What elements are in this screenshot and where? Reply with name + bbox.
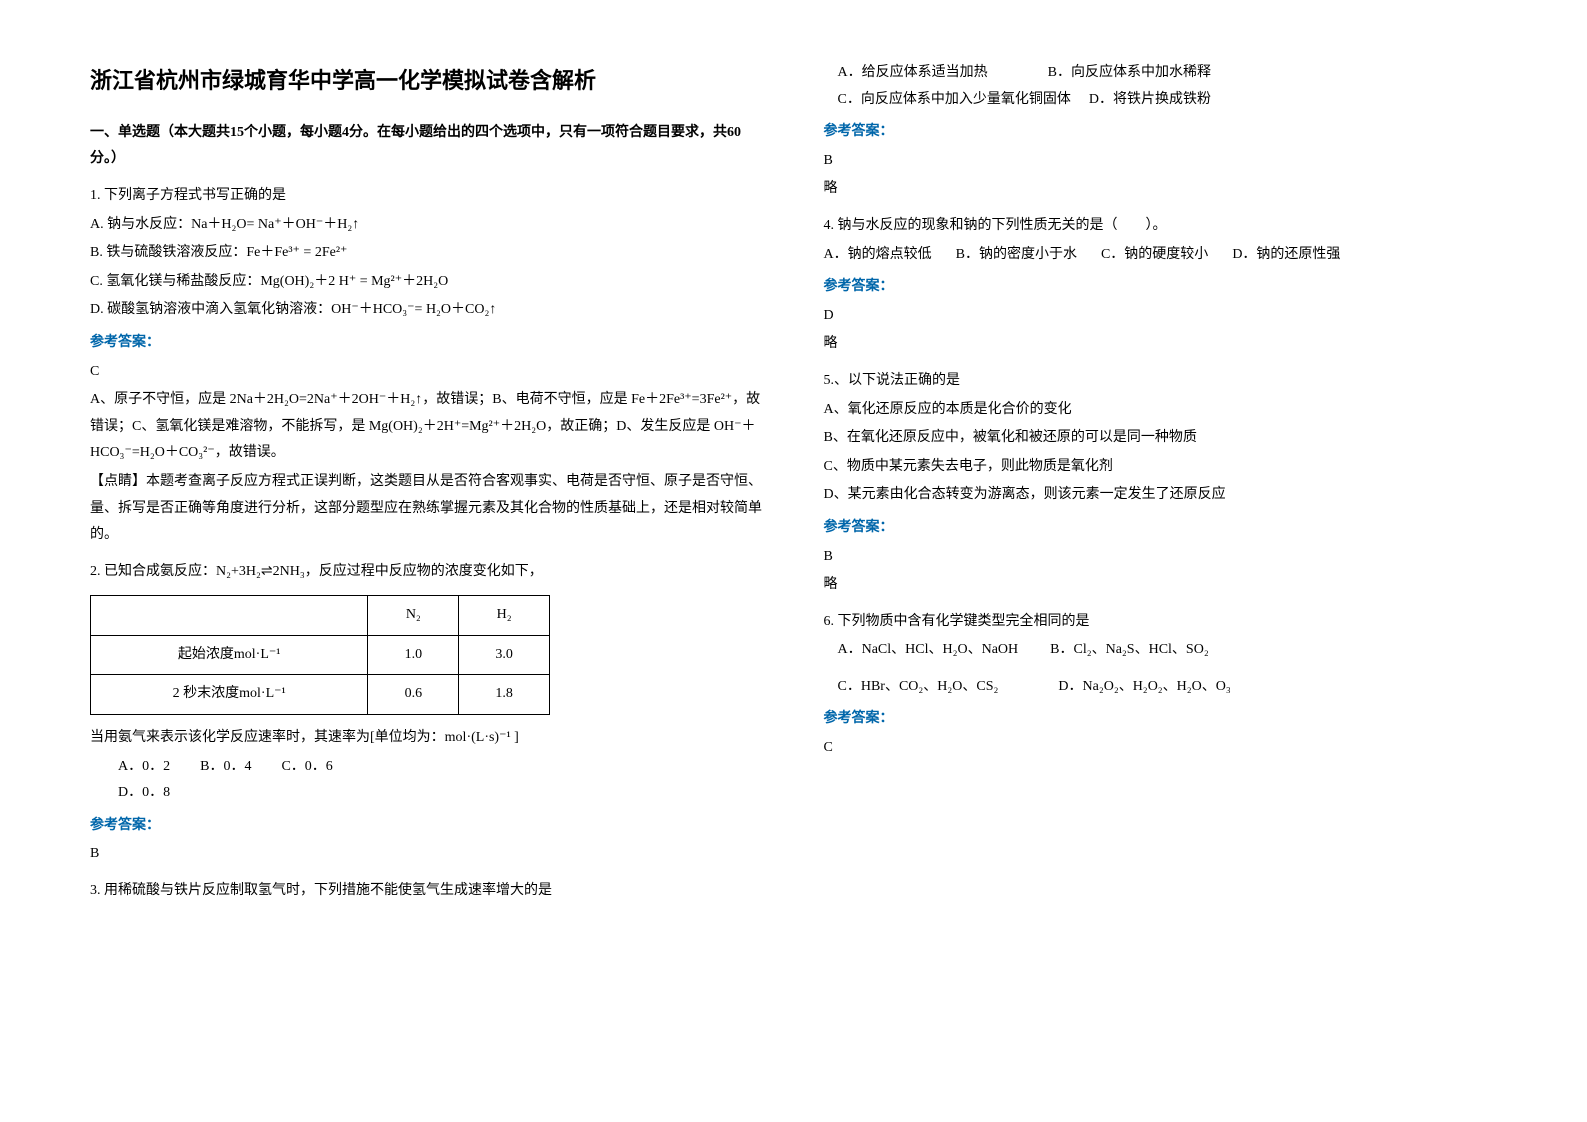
question-3-body: A．给反应体系适当加热 B．向反应体系中加水稀释 C．向反应体系中加入少量氧化铜… — [824, 60, 1498, 203]
q4-answer: D — [824, 303, 1498, 330]
question-5: 5.、以下说法正确的是 A、氧化还原反应的本质是化合价的变化 B、在氧化还原反应… — [824, 368, 1498, 599]
table-cell: 起始浓度mol·L⁻¹ — [91, 635, 368, 675]
q2-option-a: A．0．2 — [118, 754, 170, 781]
q3-options-row1: A．给反应体系适当加热 B．向反应体系中加水稀释 — [824, 60, 1498, 87]
q3-option-c: C．向反应体系中加入少量氧化铜固体 — [838, 87, 1071, 114]
q6-stem: 6. 下列物质中含有化学键类型完全相同的是 — [824, 609, 1498, 636]
q5-stem: 5.、以下说法正确的是 — [824, 368, 1498, 395]
q2-answer: B — [90, 841, 764, 868]
q5-answer: B — [824, 544, 1498, 571]
q2-option-c: C．0．6 — [281, 754, 332, 781]
q5-explanation: 略 — [824, 572, 1498, 599]
q6-answer: C — [824, 735, 1498, 762]
table-header: N₂ — [368, 596, 459, 636]
q5-option-a: A、氧化还原反应的本质是化合价的变化 — [824, 397, 1498, 424]
q4-option-a: A．钠的熔点较低 — [824, 242, 932, 269]
q2-table: N₂ H₂ 起始浓度mol·L⁻¹ 1.0 3.0 2 秒末浓度mol·L⁻¹ … — [90, 595, 550, 715]
table-cell: 1.8 — [459, 675, 550, 715]
q5-option-b: B、在氧化还原反应中，被氧化和被还原的可以是同一种物质 — [824, 425, 1498, 452]
q6-option-c: C．HBr、CO₂、H₂O、CS₂ — [838, 674, 999, 701]
q1-explanation-2: 【点睛】本题考查离子反应方程式正误判断，这类题目从是否符合客观事实、电荷是否守恒… — [90, 469, 764, 549]
q2-stem: 2. 已知合成氨反应：N₂+3H₂⇌2NH₃，反应过程中反应物的浓度变化如下， — [90, 559, 764, 586]
q6-option-b: B．Cl₂、Na₂S、HCl、SO₂ — [1050, 637, 1209, 664]
exam-title: 浙江省杭州市绿城育华中学高一化学模拟试卷含解析 — [90, 60, 764, 102]
q3-explanation: 略 — [824, 176, 1498, 203]
question-1: 1. 下列离子方程式书写正确的是 A. 钠与水反应：Na＋H₂O= Na⁺＋OH… — [90, 183, 764, 549]
q1-option-c: C. 氢氧化镁与稀盐酸反应：Mg(OH)₂＋2 H⁺ = Mg²⁺＋2H₂O — [90, 269, 764, 296]
q1-stem: 1. 下列离子方程式书写正确的是 — [90, 183, 764, 210]
q4-explanation: 略 — [824, 331, 1498, 358]
q3-options-row2: C．向反应体系中加入少量氧化铜固体 D．将铁片换成铁粉 — [824, 87, 1498, 114]
q2-option-d: D．0．8 — [118, 785, 170, 800]
q6-options-row2: C．HBr、CO₂、H₂O、CS₂ D．Na₂O₂、H₂O₂、H₂O、O₃ — [824, 674, 1498, 701]
right-column: A．给反应体系适当加热 B．向反应体系中加水稀释 C．向反应体系中加入少量氧化铜… — [824, 60, 1498, 915]
q4-option-d: D．钠的还原性强 — [1232, 242, 1340, 269]
table-header — [91, 596, 368, 636]
q1-option-d: D. 碳酸氢钠溶液中滴入氢氧化钠溶液：OH⁻＋HCO₃⁻= H₂O＋CO₂↑ — [90, 297, 764, 324]
table-header: H₂ — [459, 596, 550, 636]
table-cell: 3.0 — [459, 635, 550, 675]
q6-option-d: D．Na₂O₂、H₂O₂、H₂O、O₃ — [1058, 674, 1230, 701]
q2-tail: 当用氨气来表示该化学反应速率时，其速率为[单位均为：mol·(L·s)⁻¹ ] — [90, 725, 764, 752]
q1-option-b: B. 铁与硫酸铁溶液反应：Fe＋Fe³⁺ = 2Fe²⁺ — [90, 240, 764, 267]
q3-option-a: A．给反应体系适当加热 — [838, 60, 988, 87]
q1-answer: C — [90, 359, 764, 386]
q4-option-b: B．钠的密度小于水 — [956, 242, 1077, 269]
q3-answer: B — [824, 148, 1498, 175]
answer-label: 参考答案： — [824, 706, 1498, 733]
table-row: 起始浓度mol·L⁻¹ 1.0 3.0 — [91, 635, 550, 675]
q4-options: A．钠的熔点较低 B．钠的密度小于水 C．钠的硬度较小 D．钠的还原性强 — [824, 242, 1498, 269]
answer-label: 参考答案： — [824, 515, 1498, 542]
q6-option-a: A．NaCl、HCl、H₂O、NaOH — [838, 637, 1019, 664]
q2-options-row1: A．0．2 B．0．4 C．0．6 — [90, 754, 764, 781]
table-row: N₂ H₂ — [91, 596, 550, 636]
left-column: 浙江省杭州市绿城育华中学高一化学模拟试卷含解析 一、单选题（本大题共15个小题，… — [90, 60, 764, 915]
q2-options-row2: D．0．8 — [90, 780, 764, 807]
answer-label: 参考答案： — [90, 330, 764, 357]
table-cell: 2 秒末浓度mol·L⁻¹ — [91, 675, 368, 715]
question-4: 4. 钠与水反应的现象和钠的下列性质无关的是（ ）。 A．钠的熔点较低 B．钠的… — [824, 213, 1498, 358]
q4-stem: 4. 钠与水反应的现象和钠的下列性质无关的是（ ）。 — [824, 213, 1498, 240]
table-cell: 0.6 — [368, 675, 459, 715]
q4-option-c: C．钠的硬度较小 — [1101, 242, 1208, 269]
answer-label: 参考答案： — [90, 813, 764, 840]
section-heading: 一、单选题（本大题共15个小题，每小题4分。在每小题给出的四个选项中，只有一项符… — [90, 120, 764, 173]
answer-label: 参考答案： — [824, 274, 1498, 301]
q3-stem: 3. 用稀硫酸与铁片反应制取氢气时，下列措施不能使氢气生成速率增大的是 — [90, 878, 764, 905]
question-2: 2. 已知合成氨反应：N₂+3H₂⇌2NH₃，反应过程中反应物的浓度变化如下， … — [90, 559, 764, 868]
q3-option-d: D．将铁片换成铁粉 — [1089, 87, 1211, 114]
q3-option-b: B．向反应体系中加水稀释 — [1048, 60, 1211, 87]
q6-options-row1: A．NaCl、HCl、H₂O、NaOH B．Cl₂、Na₂S、HCl、SO₂ — [824, 637, 1498, 664]
q2-option-b: B．0．4 — [200, 754, 251, 781]
question-6: 6. 下列物质中含有化学键类型完全相同的是 A．NaCl、HCl、H₂O、NaO… — [824, 609, 1498, 762]
q5-option-d: D、某元素由化合态转变为游离态，则该元素一定发生了还原反应 — [824, 482, 1498, 509]
answer-label: 参考答案： — [824, 119, 1498, 146]
table-row: 2 秒末浓度mol·L⁻¹ 0.6 1.8 — [91, 675, 550, 715]
exam-page: 浙江省杭州市绿城育华中学高一化学模拟试卷含解析 一、单选题（本大题共15个小题，… — [90, 60, 1497, 915]
q5-option-c: C、物质中某元素失去电子，则此物质是氧化剂 — [824, 454, 1498, 481]
question-3-stem: 3. 用稀硫酸与铁片反应制取氢气时，下列措施不能使氢气生成速率增大的是 — [90, 878, 764, 905]
table-cell: 1.0 — [368, 635, 459, 675]
q1-option-a: A. 钠与水反应：Na＋H₂O= Na⁺＋OH⁻＋H₂↑ — [90, 212, 764, 239]
q1-explanation-1: A、原子不守恒，应是 2Na＋2H₂O=2Na⁺＋2OH⁻＋H₂↑，故错误；B、… — [90, 387, 764, 467]
